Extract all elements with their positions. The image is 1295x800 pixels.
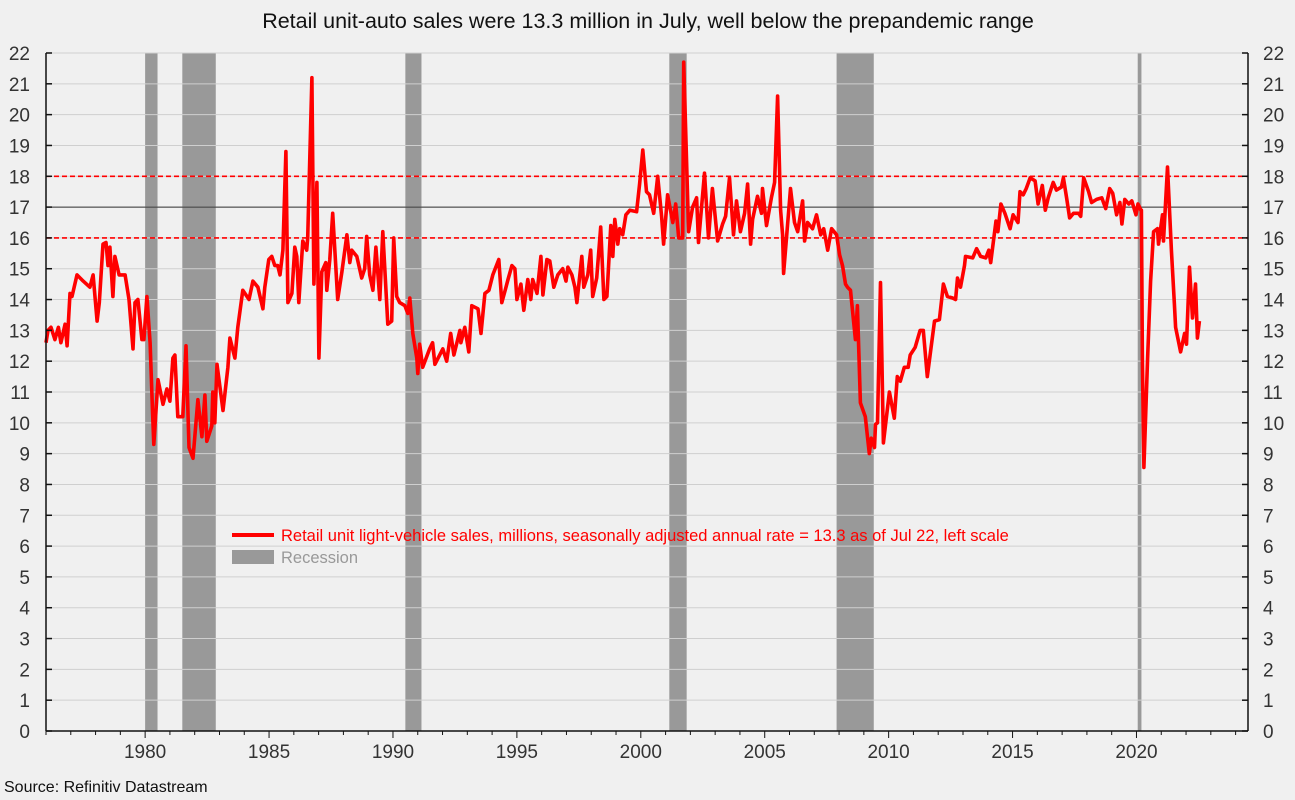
x-tick-label: 1985 [248, 742, 290, 763]
x-tick-label: 1995 [496, 742, 538, 763]
y-tick-label-left: 1 [19, 691, 30, 712]
y-tick-label-right: 7 [1263, 506, 1274, 527]
y-tick-label-left: 3 [19, 630, 30, 651]
y-tick-label-right: 9 [1263, 445, 1274, 466]
y-tick-label-right: 22 [1263, 44, 1284, 65]
x-tick-label: 1990 [372, 742, 414, 763]
y-tick-label-left: 13 [9, 321, 30, 342]
y-tick-label-right: 15 [1263, 260, 1284, 281]
y-tick-label-left: 18 [9, 167, 30, 188]
y-tick-label-left: 8 [19, 475, 30, 496]
y-tick-label-right: 11 [1263, 383, 1283, 404]
x-tick-label: 2000 [620, 742, 662, 763]
y-tick-label-left: 17 [9, 198, 30, 219]
y-tick-label-right: 18 [1263, 167, 1284, 188]
y-tick-label-right: 21 [1263, 75, 1284, 96]
y-tick-label-right: 12 [1263, 352, 1284, 373]
x-tick-label: 2015 [991, 742, 1033, 763]
y-tick-label-left: 10 [9, 414, 30, 435]
y-tick-label-right: 20 [1263, 106, 1284, 127]
x-tick-label: 2010 [867, 742, 909, 763]
y-tick-label-left: 21 [9, 75, 30, 96]
y-tick-label-left: 14 [9, 291, 31, 312]
y-tick-label-left: 19 [9, 136, 30, 157]
legend: Retail unit light-vehicle sales, million… [232, 527, 1009, 567]
y-tick-label-right: 8 [1263, 475, 1274, 496]
y-tick-label-left: 4 [19, 599, 30, 620]
y-tick-label-right: 14 [1263, 291, 1285, 312]
y-tick-label-left: 16 [9, 229, 30, 250]
y-tick-label-left: 11 [10, 383, 30, 404]
y-tick-label-right: 3 [1263, 630, 1274, 651]
y-tick-label-left: 2 [19, 660, 30, 681]
y-tick-label-right: 19 [1263, 136, 1284, 157]
y-tick-label-right: 5 [1263, 568, 1274, 589]
legend-recession-label: Recession [281, 549, 358, 567]
y-tick-label-left: 0 [19, 722, 30, 743]
y-tick-label-left: 15 [9, 260, 30, 281]
y-tick-label-right: 2 [1263, 660, 1274, 681]
y-tick-label-left: 6 [19, 537, 30, 558]
y-tick-label-left: 7 [19, 506, 30, 527]
chart-title: Retail unit-auto sales were 13.3 million… [262, 9, 1034, 33]
legend-series-label: Retail unit light-vehicle sales, million… [281, 527, 1009, 545]
y-tick-label-right: 17 [1263, 198, 1284, 219]
series-line [44, 60, 1202, 470]
y-tick-label-right: 4 [1263, 599, 1274, 620]
y-tick-label-right: 6 [1263, 537, 1274, 558]
x-tick-label: 2005 [744, 742, 786, 763]
y-tick-label-right: 13 [1263, 321, 1284, 342]
y-tick-label-right: 16 [1263, 229, 1284, 250]
y-tick-label-right: 0 [1263, 722, 1274, 743]
y-tick-label-left: 9 [19, 445, 30, 466]
x-tick-label: 2020 [1115, 742, 1157, 763]
series-lines [44, 60, 1202, 470]
y-tick-label-left: 22 [9, 44, 30, 65]
legend-recession-swatch [232, 550, 274, 564]
y-tick-label-left: 5 [19, 568, 30, 589]
x-tick-label: 1980 [124, 742, 166, 763]
source-note: Source: Refinitiv Datastream [4, 779, 208, 796]
y-tick-label-right: 1 [1263, 691, 1274, 712]
y-tick-label-left: 20 [9, 106, 30, 127]
y-tick-label-right: 10 [1263, 414, 1284, 435]
y-tick-label-left: 12 [9, 352, 30, 373]
